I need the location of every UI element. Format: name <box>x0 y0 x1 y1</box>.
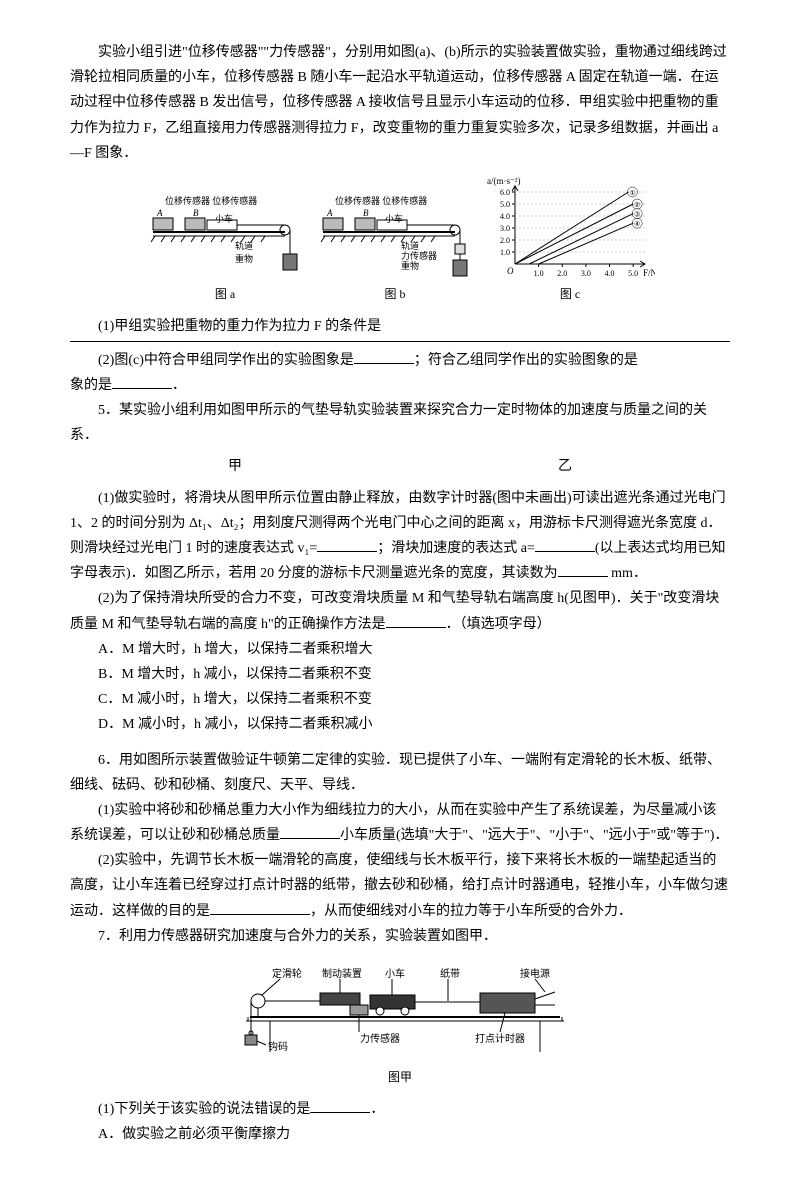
svg-text:4.0: 4.0 <box>500 212 510 221</box>
figC-caption: 图 c <box>485 284 655 306</box>
svg-text:定滑轮: 定滑轮 <box>272 967 302 980</box>
svg-text:钩码: 钩码 <box>268 1041 288 1053</box>
q5-p2: (2)为了保持滑块所受的合力不变，可改变滑块质量 M 和气垫导轨右端高度 h(见… <box>70 586 730 636</box>
label-yi: 乙 <box>558 454 572 479</box>
svg-text:4.0: 4.0 <box>605 269 615 278</box>
svg-text:O: O <box>507 266 514 276</box>
intro-text: 实验小组引进"位移传感器""力传感器"，分别用如图(a)、(b)所示的实验装置做… <box>70 40 730 166</box>
svg-text:小车: 小车 <box>385 213 403 224</box>
svg-text:③: ③ <box>634 211 640 219</box>
svg-text:位移传感器 位移传感器: 位移传感器 位移传感器 <box>335 195 427 206</box>
svg-text:A: A <box>156 208 163 218</box>
svg-text:小车: 小车 <box>215 213 233 224</box>
q5-fig-labels: 甲 乙 <box>70 454 730 479</box>
figA-caption: 图 a <box>145 284 305 306</box>
svg-text:④: ④ <box>634 220 640 228</box>
q2-text-2: 象的是． <box>70 373 730 398</box>
q5-lead: 5．某实验小组利用如图甲所示的气垫导轨实验装置来探究合力一定时物体的加速度与质量… <box>70 398 730 448</box>
figure-c: a/(m·s⁻²) 1.0 2.0 3.0 4.0 5.0 1.0 2.0 3.0 4.0 5.0 6… <box>485 174 655 306</box>
q1-blank-line <box>70 341 730 342</box>
svg-text:B: B <box>193 208 199 218</box>
svg-text:重物: 重物 <box>401 260 419 271</box>
svg-text:5.0: 5.0 <box>500 200 510 209</box>
svg-text:F/N: F/N <box>643 268 655 278</box>
svg-text:打点计时器: 打点计时器 <box>475 1032 525 1045</box>
q6-p1: (1)实验中将砂和砂桶总重力大小作为细线拉力的大小，从而在实验中产生了系统误差，… <box>70 798 730 848</box>
svg-text:B: B <box>363 208 369 218</box>
q6-lead: 6．用如图所示装置做验证牛顿第二定律的实验．现已提供了小车、一端附有定滑轮的长木… <box>70 748 730 798</box>
svg-text:3.0: 3.0 <box>500 224 510 233</box>
figure-a: 位移传感器 位移传感器 A B 小车 轨道 重物 图 a <box>145 194 305 306</box>
q6-p2: (2)实验中，先调节长木板一端滑轮的高度，使细线与长木板平行，接下来将长木板的一… <box>70 848 730 924</box>
svg-text:小车: 小车 <box>385 967 405 980</box>
q7-fig-caption: 图甲 <box>230 1067 570 1089</box>
svg-text:6.0: 6.0 <box>500 188 510 197</box>
q7-p1: (1)下列关于该实验的说法错误的是． <box>70 1097 730 1122</box>
svg-text:纸带: 纸带 <box>440 967 460 980</box>
svg-text:轨道: 轨道 <box>401 240 419 251</box>
figure-b: 位移传感器 位移传感器 A B 小车 轨道 力传感 <box>315 194 475 306</box>
svg-text:5.0: 5.0 <box>628 269 638 278</box>
svg-text:力传感器: 力传感器 <box>360 1032 400 1045</box>
svg-text:②: ② <box>634 201 640 209</box>
svg-text:力传感器: 力传感器 <box>401 250 437 261</box>
svg-text:重物: 重物 <box>235 253 253 264</box>
svg-text:制动装置: 制动装置 <box>322 967 362 980</box>
label-jia: 甲 <box>228 454 242 479</box>
svg-text:A: A <box>326 208 333 218</box>
svg-text:轨道: 轨道 <box>235 240 253 251</box>
q7-lead: 7．利用力传感器研究加速度与合外力的关系，实验装置如图甲． <box>70 924 730 949</box>
q5-optB: B．M 增大时，h 减小，以保持二者乘积不变 <box>70 662 730 687</box>
q1-text: (1)甲组实验把重物的重力作为拉力 F 的条件是 <box>70 314 730 339</box>
svg-text:①: ① <box>629 189 635 197</box>
q5-optA: A．M 增大时，h 增大，以保持二者乘积增大 <box>70 637 730 662</box>
figB-caption: 图 b <box>315 284 475 306</box>
svg-text:接电源: 接电源 <box>520 967 550 980</box>
svg-text:3.0: 3.0 <box>581 269 591 278</box>
svg-text:a/(m·s⁻²): a/(m·s⁻²) <box>487 176 520 186</box>
q5-optC: C．M 减小时，h 增大，以保持二者乘积不变 <box>70 687 730 712</box>
q7-optA: A．做实验之前必须平衡摩擦力 <box>70 1122 730 1147</box>
q5-p1: (1)做实验时，将滑块从图甲所示位置由静止释放，由数字计时器(图中未画出)可读出… <box>70 486 730 587</box>
q7-figure: 定滑轮 制动装置 小车 纸带 接电源 钩码 力传感器 打点计时器 图甲 <box>70 957 730 1089</box>
svg-text:2.0: 2.0 <box>557 269 567 278</box>
q2-text: (2)图(c)中符合甲组同学作出的实验图象是；符合乙组同学作出的实验图象的是 <box>70 348 730 373</box>
figure-row-abc: 位移传感器 位移传感器 A B 小车 轨道 重物 图 a <box>70 174 730 306</box>
svg-text:2.0: 2.0 <box>500 236 510 245</box>
figA-sensor-label: 位移传感器 位移传感器 <box>165 195 257 206</box>
q5-optD: D．M 减小时，h 减小，以保持二者乘积减小 <box>70 712 730 737</box>
svg-text:1.0: 1.0 <box>534 269 544 278</box>
svg-text:1.0: 1.0 <box>500 248 510 257</box>
